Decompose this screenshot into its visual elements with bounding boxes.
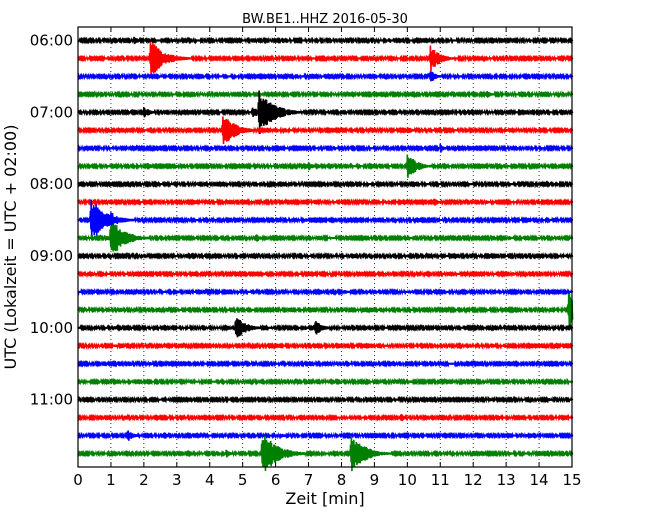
trace-row-0945 (77, 293, 574, 327)
y-tick-label: 08:00 (30, 175, 73, 193)
trace-row-0615 (77, 42, 574, 75)
trace-row-0630 (77, 71, 574, 82)
trace-row-0845 (77, 224, 574, 252)
trace-row-1000 (77, 318, 574, 338)
trace-row-0815 (77, 198, 574, 207)
x-tick-label: 2 (139, 471, 149, 489)
x-tick-label: 10 (398, 471, 417, 489)
x-tick-label: 13 (497, 471, 516, 489)
trace-row-0600 (77, 36, 574, 45)
trace-row-0830 (77, 199, 574, 241)
trace-row-0645 (77, 90, 574, 99)
trace-row-1030 (77, 359, 574, 368)
grid (110, 27, 540, 467)
x-tick-label: 15 (562, 471, 581, 489)
x-tick-label: 9 (370, 471, 380, 489)
trace-row-1100 (77, 395, 574, 404)
trace-layer (77, 36, 574, 472)
y-tick-label: 09:00 (30, 247, 73, 265)
x-tick-label: 8 (337, 471, 347, 489)
trace-row-0800 (77, 180, 574, 189)
x-tick-label: 0 (73, 471, 83, 489)
y-tick-label: 07:00 (30, 103, 73, 121)
y-tick-label: 06:00 (30, 31, 73, 49)
x-tick-label: 6 (271, 471, 281, 489)
trace-row-0745 (77, 154, 574, 178)
y-tick-label: 10:00 (30, 319, 73, 337)
plot-frame (77, 26, 573, 468)
trace-row-1145 (77, 435, 574, 472)
trace-row-0700 (77, 90, 574, 135)
x-tick-label: 11 (431, 471, 450, 489)
trace-row-1130 (77, 430, 574, 441)
trace-row-0730 (77, 143, 574, 153)
trace-row-1015 (77, 341, 574, 350)
tick-marks (77, 27, 573, 467)
x-tick-label: 5 (238, 471, 248, 489)
trace-row-1045 (77, 377, 574, 386)
x-tick-label: 7 (304, 471, 314, 489)
x-tick-label: 4 (205, 471, 215, 489)
y-tick-label: 11:00 (30, 391, 73, 409)
x-tick-label: 12 (464, 471, 483, 489)
x-axis-title: Zeit [min] (285, 489, 364, 508)
trace-row-0930 (77, 287, 574, 296)
x-tick-label: 1 (106, 471, 116, 489)
trace-row-1115 (77, 413, 574, 422)
y-tick-labels: 06:00 07:00 08:00 09:00 10:00 11:00 (30, 31, 73, 408)
chart-title: BW.BE1..HHZ 2016-05-30 (242, 12, 408, 27)
trace-row-0915 (77, 269, 574, 278)
x-tick-labels: 0 1 2 3 4 5 6 7 8 9 10 11 12 13 14 15 (73, 471, 581, 489)
x-tick-label: 3 (172, 471, 182, 489)
y-axis-title: UTC (Lokalzeit = UTC + 02:00) (1, 125, 20, 370)
trace-row-0900 (77, 251, 574, 260)
x-tick-label: 14 (530, 471, 549, 489)
trace-row-0715 (77, 116, 574, 145)
